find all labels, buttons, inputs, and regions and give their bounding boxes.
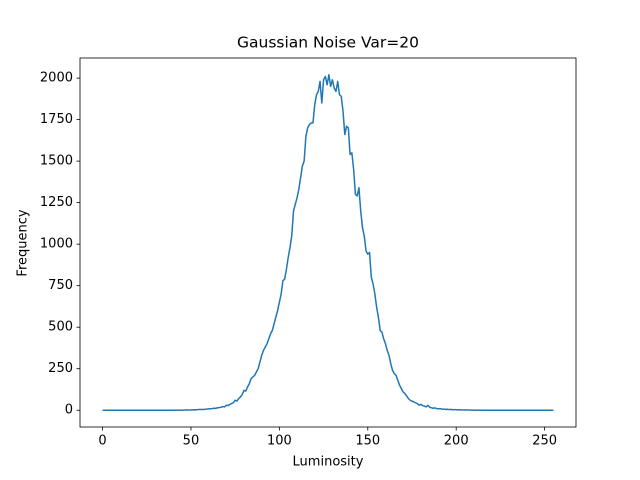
x-tick-label: 100 (267, 434, 292, 449)
y-tick-label: 500 (48, 320, 73, 335)
x-tick-label: 50 (183, 434, 200, 449)
y-axis-label: Frequency (16, 209, 31, 276)
y-tick-label: 1500 (40, 154, 73, 169)
y-tick-label: 1750 (40, 112, 73, 127)
y-tick-label: 750 (48, 278, 73, 293)
y-tick-label: 1250 (40, 195, 73, 210)
x-tick-label: 200 (444, 434, 469, 449)
x-tick-label: 0 (98, 434, 106, 449)
y-tick-label: 0 (65, 403, 73, 418)
y-tick-label: 2000 (40, 71, 73, 86)
x-axis-label: Luminosity (293, 455, 364, 470)
chart-title: Gaussian Noise Var=20 (237, 34, 419, 52)
y-tick-label: 1000 (40, 237, 73, 252)
x-tick-label: 250 (532, 434, 557, 449)
x-tick-label: 150 (355, 434, 380, 449)
data-line (102, 74, 554, 411)
y-tick-label: 250 (48, 361, 73, 376)
plot-frame (79, 57, 577, 428)
